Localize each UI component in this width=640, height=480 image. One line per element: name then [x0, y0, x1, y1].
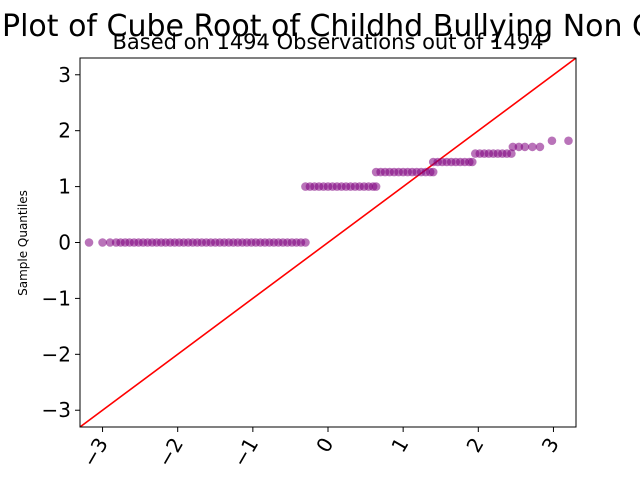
data-point [428, 167, 438, 177]
chart-subtitle: Based on 1494 Observations out of 1494 [112, 30, 543, 54]
data-point [520, 142, 530, 152]
x-tick-label: 3 [537, 434, 564, 457]
data-point [84, 238, 94, 247]
data-point [98, 238, 107, 247]
y-tick-label: −2 [42, 342, 71, 366]
x-tick-label: −1 [228, 434, 264, 472]
x-axis-ticks: −3 −2 −1 0 1 2 3 [77, 427, 564, 472]
chart-title: QQ Plot of Cube Root of Childhd Bullying… [0, 9, 640, 44]
data-point [535, 142, 545, 152]
data-point [467, 157, 477, 167]
data-point [564, 136, 573, 146]
data-point [528, 142, 537, 152]
x-tick-label: 1 [386, 434, 413, 457]
x-tick-label: 2 [461, 434, 488, 457]
y-axis-label: Sample Quantiles [16, 190, 30, 296]
x-tick-label: 0 [311, 434, 338, 457]
y-tick-label: −1 [42, 286, 71, 310]
reference-line-layer [80, 58, 576, 427]
data-point [507, 149, 516, 158]
data-points-layer [84, 136, 573, 247]
data-point [547, 136, 557, 146]
data-point [301, 238, 310, 247]
data-point [371, 182, 381, 191]
x-tick-label: −3 [77, 434, 113, 472]
y-axis-ticks: 3 2 1 0 −1 −2 −3 [42, 63, 80, 422]
y-tick-label: 0 [58, 231, 71, 255]
data-point [105, 238, 115, 247]
data-point [508, 142, 518, 152]
y-tick-label: 2 [58, 119, 71, 143]
y-tick-label: 3 [58, 63, 71, 87]
x-tick-label: −2 [153, 434, 189, 472]
y-tick-label: −3 [42, 398, 71, 422]
data-point [514, 142, 524, 152]
y-tick-label: 1 [58, 175, 71, 199]
reference-line [80, 58, 576, 427]
